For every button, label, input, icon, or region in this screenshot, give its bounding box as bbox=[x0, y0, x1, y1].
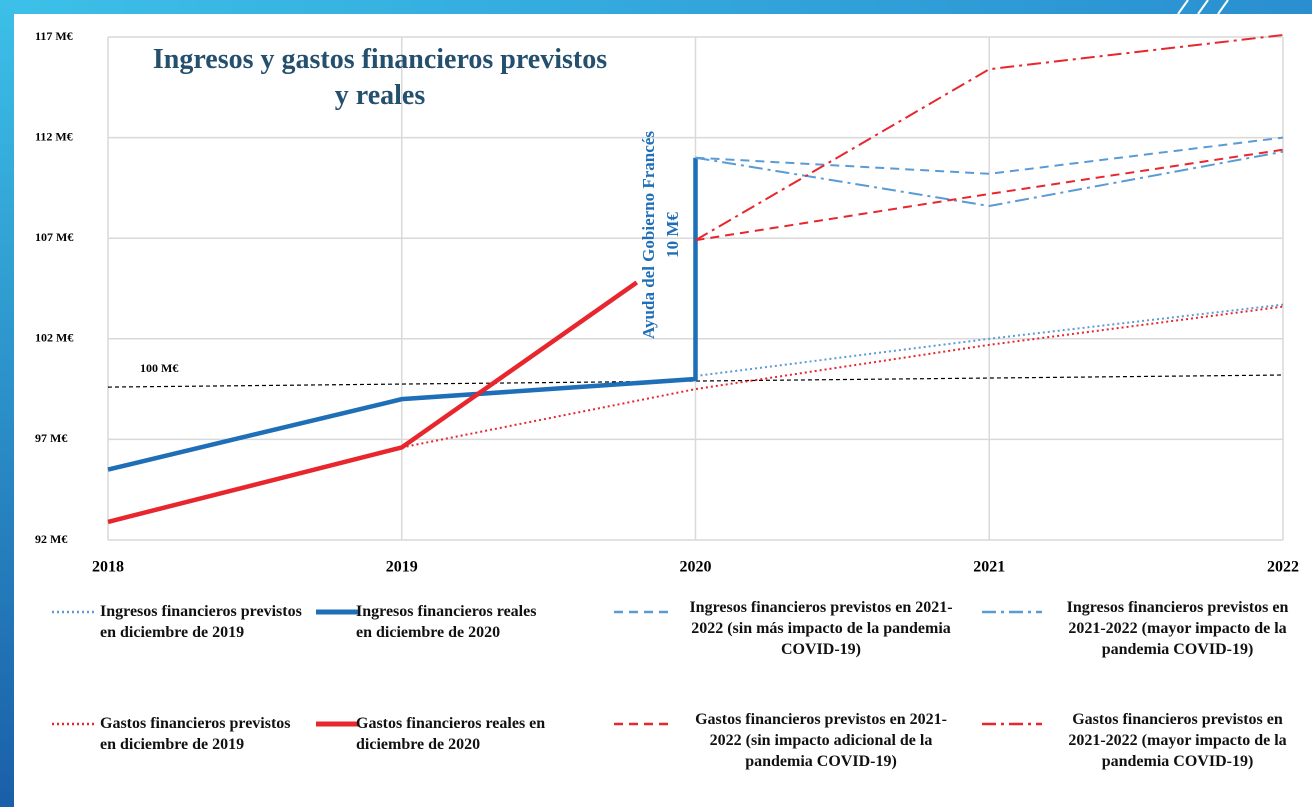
legend-label: Ingresos financieros previstos en diciem… bbox=[100, 603, 302, 641]
reference-label: 100 M€ bbox=[140, 361, 178, 375]
y-tick-label: 102 M€ bbox=[35, 331, 73, 345]
x-tick-label: 2018 bbox=[92, 559, 124, 576]
y-tick-label: 112 M€ bbox=[35, 129, 73, 143]
series-line bbox=[694, 33, 1284, 242]
series-line bbox=[695, 148, 1284, 242]
legend-label: Ingresos financieros reales en diciembre… bbox=[356, 603, 537, 641]
x-tick-label: 2021 bbox=[973, 559, 1005, 576]
y-tick-label: 92 M€ bbox=[35, 532, 67, 546]
series-line bbox=[107, 280, 639, 525]
x-tick-label: 2020 bbox=[680, 559, 712, 576]
legend-label: Gastos financieros previstos en 2021-202… bbox=[695, 711, 947, 770]
series-line bbox=[695, 150, 1284, 208]
annotation-text: 10 M€ bbox=[663, 212, 682, 258]
legend-label: Gastos financieros reales en diciembre d… bbox=[356, 715, 546, 753]
left-band bbox=[0, 0, 14, 807]
legend-label: Ingresos financieros previstos en 2021-2… bbox=[689, 599, 953, 658]
top-band bbox=[0, 0, 1312, 14]
series-line bbox=[107, 157, 698, 472]
series-line bbox=[695, 303, 1284, 378]
legend-label: Gastos financieros previstos en 2021-202… bbox=[1068, 711, 1287, 770]
series-line bbox=[695, 136, 1284, 175]
annotation-text: Ayuda del Gobierno Francés bbox=[639, 131, 658, 339]
annotation: Ayuda del Gobierno Francés 10 M€ bbox=[639, 131, 682, 339]
y-tick-label: 117 M€ bbox=[35, 29, 73, 43]
legend-label: Gastos financieros previstos en diciembr… bbox=[100, 715, 291, 753]
x-tick-label: 2019 bbox=[386, 559, 418, 576]
corner-stripes bbox=[1177, 0, 1229, 15]
legend-label: Ingresos financieros previstos en 2021-2… bbox=[1066, 599, 1289, 658]
y-tick-label: 107 M€ bbox=[35, 230, 73, 244]
chart-title: Ingresos y gastos financieros previstos … bbox=[152, 44, 608, 111]
series-line bbox=[401, 305, 1284, 449]
x-tick-label: 2022 bbox=[1267, 559, 1299, 576]
y-tick-label: 97 M€ bbox=[35, 431, 67, 445]
